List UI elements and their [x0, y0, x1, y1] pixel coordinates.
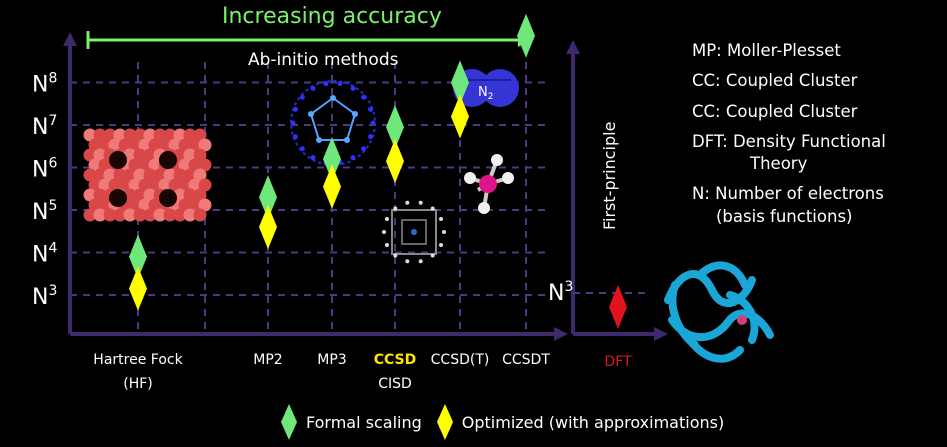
abinitio-label: Ab-initio methods: [248, 50, 399, 70]
x-tick-label: MP3: [317, 352, 346, 368]
legend-optimized-icon: [436, 404, 453, 440]
protein-structure-icon: [664, 261, 774, 363]
x-tick-label: MP2: [253, 352, 282, 368]
y-axis-arrowhead: [63, 32, 77, 46]
optimized-marker: [451, 94, 469, 139]
y-tick-label: N5: [32, 198, 57, 225]
x-axis-arrowhead: [554, 327, 568, 341]
optimized-marker: [129, 266, 147, 311]
formal-scaling-marker: [386, 105, 404, 150]
x-tick-label: CCSD: [374, 352, 417, 368]
optimized-marker: [386, 139, 404, 184]
def-cc: CC: Coupled Cluster: [692, 71, 858, 91]
def-dft: DFT: Density Functional: [692, 131, 886, 151]
first-principle-label: First-principle: [600, 121, 619, 230]
def-dft-cont: Theory: [750, 154, 808, 174]
accuracy-label: Increasing accuracy: [222, 4, 442, 29]
formal-scaling-marker: [129, 234, 147, 279]
legend-formal-label: Formal scaling: [306, 412, 422, 432]
x-tick-label: CCSDT: [502, 352, 550, 368]
dft-x-tick-label: DFT: [604, 354, 632, 370]
formal-scaling-marker: [259, 175, 277, 220]
formal-scaling-marker: [451, 60, 469, 105]
y-tick-label: N4: [32, 241, 57, 268]
optimized-marker: [259, 205, 277, 249]
def-n-cont: (basis functions): [716, 206, 853, 226]
optimized-marker: [323, 164, 341, 209]
legend-optimized-label: Optimized (with approximations): [461, 412, 725, 432]
dft-y-tick-label: N3: [548, 279, 573, 306]
legend-formal-icon: [281, 404, 297, 440]
y-tick-label: N8: [32, 71, 57, 98]
def-cc-repeat: CC: Coupled Cluster: [692, 101, 858, 121]
methane-molecule-icon: [464, 154, 514, 214]
n2-label: N2: [478, 85, 493, 102]
definitions-list: MP: Moller-Plesset CC: Coupled Cluster C…: [692, 40, 886, 228]
porphyrin-molecule-icon: [382, 200, 446, 264]
x-tick-label-sub: (HF): [123, 376, 153, 392]
def-mp: MP: Moller-Plesset: [692, 41, 841, 60]
dft-marker: [609, 285, 627, 329]
zeolite-structure-icon: [83, 128, 212, 222]
y-tick-label: N7: [32, 113, 57, 140]
x-tick-label-sub: CISD: [378, 376, 412, 392]
y-tick-label: N6: [32, 156, 57, 183]
dft-y-axis-arrowhead: [566, 40, 580, 54]
def-n: N: Number of electrons: [692, 184, 884, 204]
formal-scaling-marker: [517, 13, 535, 58]
y-tick-label: N3: [32, 283, 57, 310]
dft-x-axis-arrowhead: [654, 327, 668, 341]
legend: Formal scaling Optimized (with approxima…: [280, 402, 724, 442]
x-tick-label: CCSD(T): [431, 352, 490, 368]
x-tick-label: Hartree Fock: [93, 352, 183, 368]
formal-scaling-marker: [323, 137, 341, 181]
